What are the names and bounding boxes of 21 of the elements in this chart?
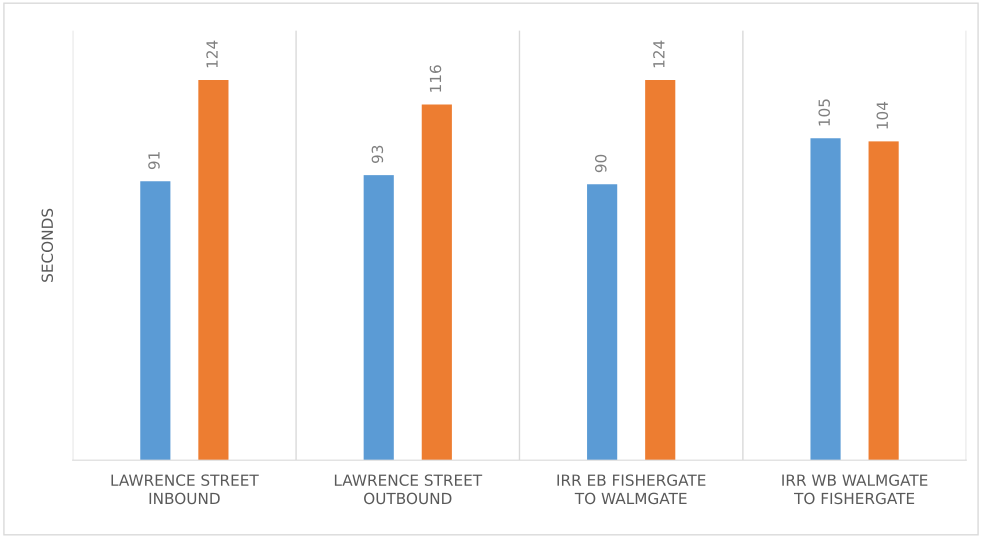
bar bbox=[587, 184, 618, 460]
x-tick-label: IRR EB FISHERGATE TO WALMGATE bbox=[557, 474, 706, 504]
data-label: 124 bbox=[206, 40, 218, 68]
data-label: 93 bbox=[372, 146, 384, 164]
bar bbox=[422, 104, 452, 460]
data-label: 124 bbox=[653, 40, 664, 68]
bar bbox=[810, 138, 841, 460]
bar bbox=[140, 181, 170, 460]
bar bbox=[364, 175, 394, 460]
data-label: 91 bbox=[148, 152, 160, 170]
data-label: 90 bbox=[595, 154, 607, 172]
x-tick-label: IRR WB WALMGATE TO FISHERGATE bbox=[782, 474, 928, 504]
bar bbox=[198, 80, 228, 460]
bar bbox=[868, 141, 899, 460]
data-label: 104 bbox=[876, 102, 888, 129]
x-tick-label: LAWRENCE STREET OUTBOUND bbox=[334, 474, 482, 504]
x-tick-label: LAWRENCE STREET INBOUND bbox=[112, 474, 259, 504]
data-label: 116 bbox=[430, 65, 442, 92]
y-axis-title: SECONDS bbox=[41, 208, 54, 282]
bar bbox=[645, 80, 676, 460]
data-label: 105 bbox=[818, 99, 830, 126]
